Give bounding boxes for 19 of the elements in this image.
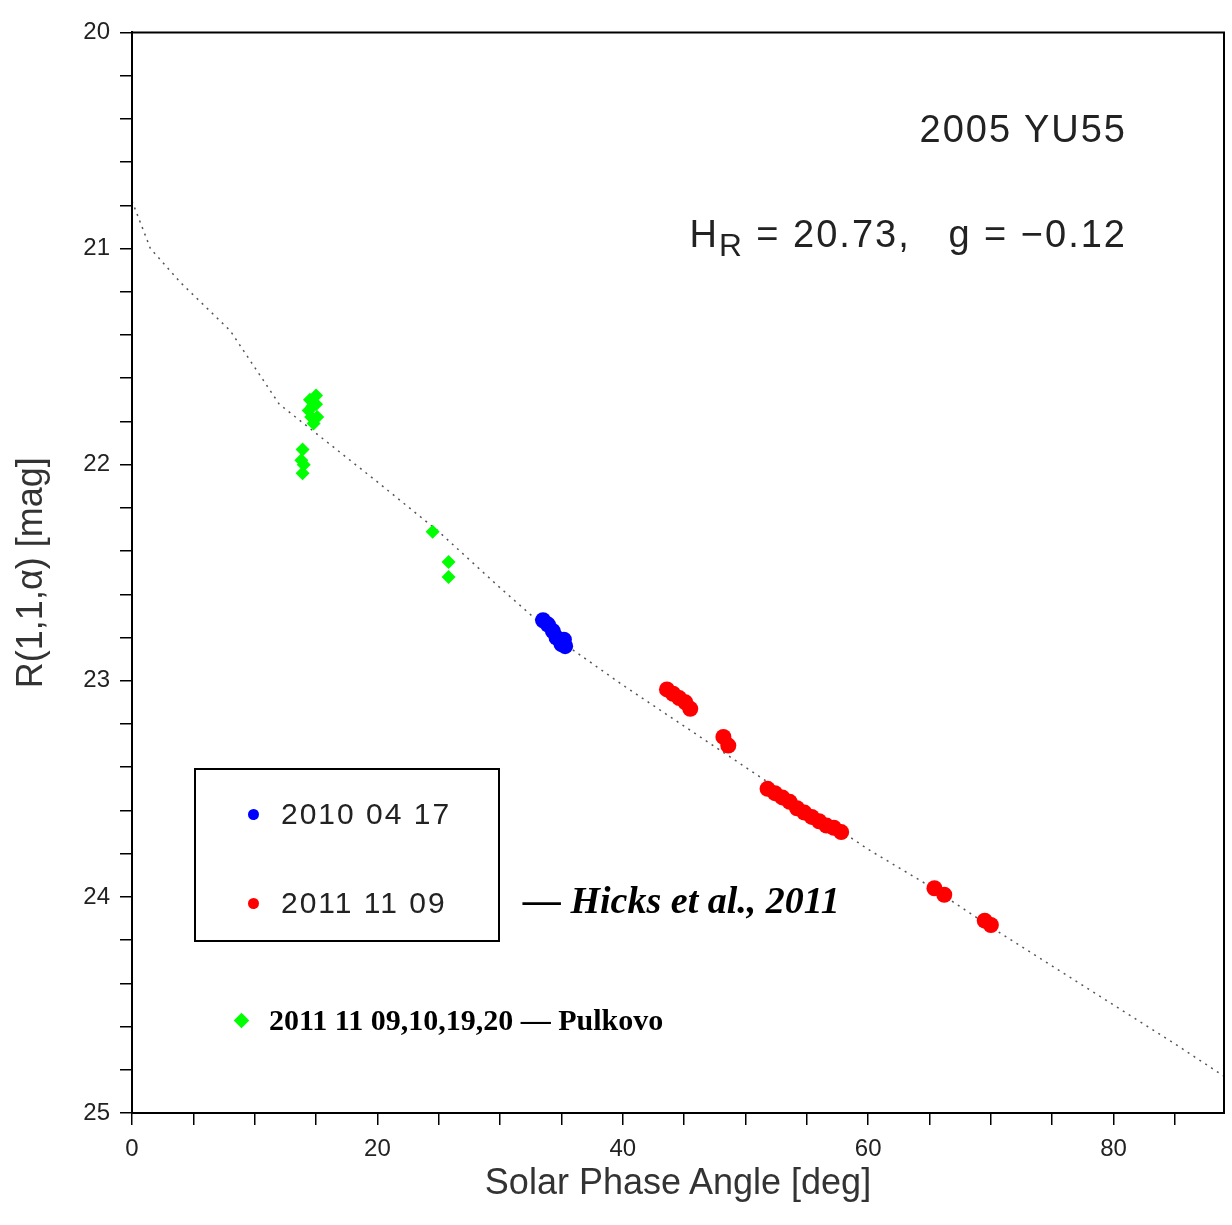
y-tick-label: 23 [83,665,110,693]
y-tick-label: 20 [83,17,110,45]
legend-label: 2011 11 09 [281,886,447,920]
x-tick-label: 60 [854,1134,882,1162]
x-axis-title: Solar Phase Angle [deg] [484,1161,872,1203]
y-tick-label: 24 [83,881,110,909]
legend-label: 2011 11 09,10,19,20 — Pulkovo [269,1003,664,1037]
annotation: — Hicks et al., 2011 [523,878,840,922]
x-tick-label: 20 [364,1134,391,1162]
annotation: H$_{R}$ = 20.73, g = −0.12 [689,213,1127,264]
x-tick-label: 40 [609,1134,637,1162]
x-tick-label: 80 [1100,1134,1127,1162]
y-tick-label: 22 [83,449,110,477]
y-tick-label: 21 [83,233,110,261]
y-axis-title: R(1,1,α) [mag] [8,457,50,689]
x-tick-label: 0 [125,1134,139,1162]
legend-label: 2010 04 17 [281,797,452,831]
y-tick-label: 25 [83,1097,110,1125]
text: 2005 YU55 [919,108,1127,151]
